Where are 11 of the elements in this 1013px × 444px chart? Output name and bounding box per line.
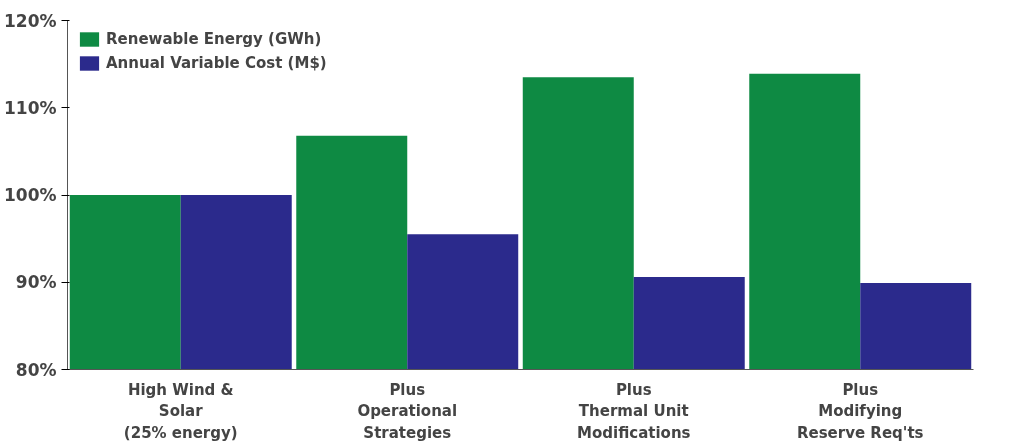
y-tick-label: 100%: [3, 185, 57, 205]
x-tick-label: High Wind & Solar (25% energy): [123, 380, 238, 442]
x-tick-label: Plus Thermal Unit Modifications: [577, 380, 691, 442]
legend-label: Annual Variable Cost (M$): [106, 54, 327, 72]
legend-label: Renewable Energy (GWh): [106, 30, 322, 48]
x-tick-label: Plus Modifying Reserve Req'ts: [796, 380, 924, 442]
x-tick-label: Plus Operational Strategies: [357, 380, 458, 442]
y-tick-label: 110%: [3, 97, 57, 118]
y-tick-label: 120%: [3, 10, 57, 31]
y-tick-label: 80%: [15, 359, 57, 380]
y-tick-label: 90%: [15, 272, 57, 293]
